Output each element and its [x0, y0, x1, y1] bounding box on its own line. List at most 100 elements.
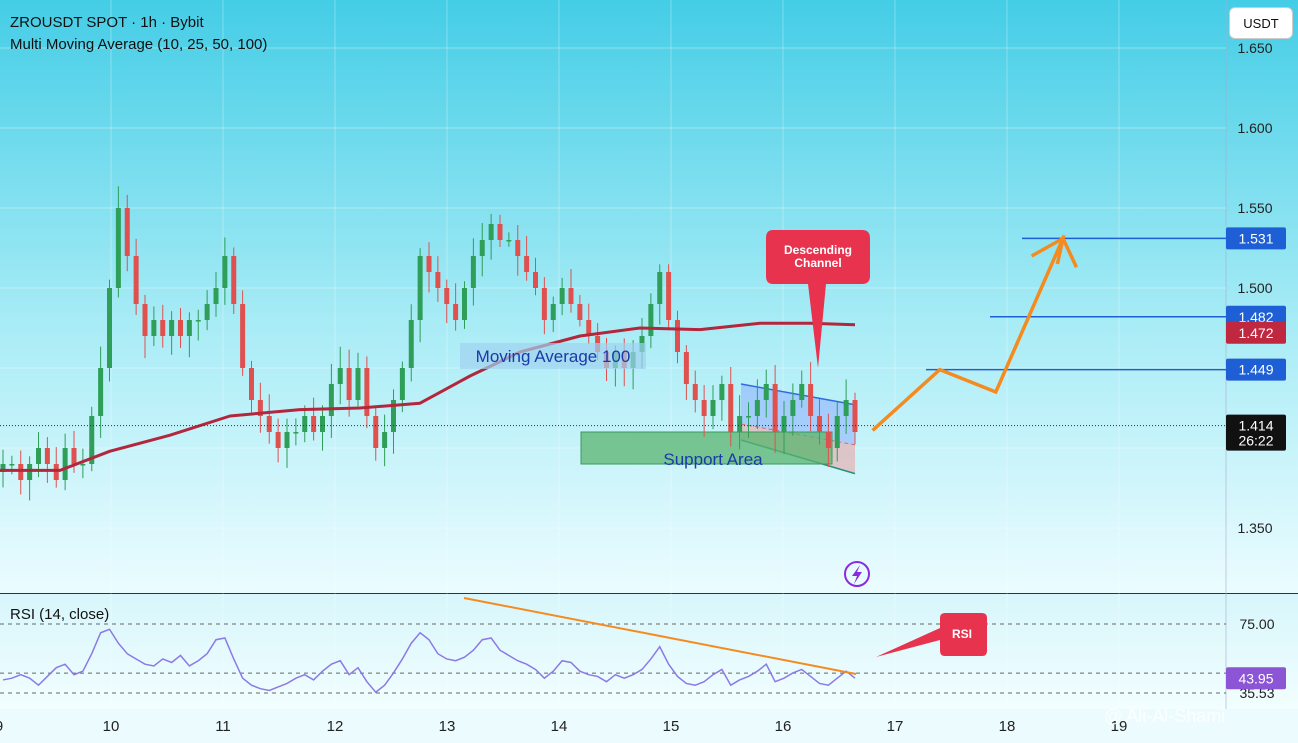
price-badge: [1226, 358, 1286, 381]
arrow-head: [1030, 234, 1066, 265]
lightning-icon[interactable]: [844, 561, 870, 587]
price-badge: [1226, 227, 1286, 250]
candle-up: [843, 400, 849, 416]
time-tick-label: 9: [0, 718, 3, 735]
rsi-badge-value: 43.95: [1238, 670, 1273, 686]
watermark: @ Ali-Al-Shami: [1104, 706, 1226, 726]
candle-up: [195, 320, 201, 322]
candle-up: [98, 368, 104, 416]
candle-up: [506, 240, 512, 242]
ma-label: Moving Average 100: [476, 347, 631, 366]
candle-up: [293, 432, 299, 434]
candle-down: [160, 320, 166, 336]
candle-down: [231, 256, 237, 304]
candle-down: [825, 432, 831, 448]
rsi-line: [2, 628, 856, 694]
candle-down: [426, 256, 432, 272]
time-tick-label: 19: [1111, 718, 1128, 735]
candle-up: [781, 416, 787, 432]
rsi-pane-background: [0, 594, 1298, 709]
candle-down: [586, 320, 592, 336]
candle-up: [80, 464, 86, 466]
candle-down: [568, 288, 574, 304]
candle-down: [124, 208, 130, 256]
candle-down: [701, 400, 707, 416]
price-tick-label: 1.350: [1237, 520, 1272, 536]
candle-down: [808, 384, 814, 416]
rsi-title: RSI (14, close): [10, 606, 110, 623]
candle-down: [71, 448, 77, 464]
candle-down: [852, 400, 858, 432]
price-badge-value: 1.472: [1238, 325, 1273, 341]
candle-up: [302, 416, 308, 432]
candle-up: [763, 384, 769, 400]
candle-up: [746, 416, 751, 418]
candle-down: [533, 272, 538, 288]
candle-up: [479, 240, 485, 256]
candle-down: [346, 368, 352, 400]
time-tick-label: 10: [103, 718, 120, 735]
candle-down: [577, 304, 583, 320]
candle-up: [204, 304, 210, 320]
candle-up: [337, 368, 343, 384]
rsi-badge: [1226, 667, 1286, 690]
candle-up: [462, 288, 467, 320]
rsi-layer: RSI: [0, 597, 1226, 694]
candle-down: [541, 288, 547, 320]
rsi-tick-label: 75.00: [1239, 616, 1274, 632]
candle-down: [311, 416, 317, 432]
time-tick-label: 18: [999, 718, 1016, 735]
channel-callout-text-2: Channel: [794, 256, 841, 270]
candle-down: [44, 448, 50, 464]
candle-down: [364, 368, 370, 416]
candle-down: [133, 256, 139, 304]
time-tick-label: 17: [887, 718, 904, 735]
candle-up: [107, 288, 112, 368]
channel-callout-text-1: Descending: [784, 243, 852, 257]
zones-layer: [580, 383, 856, 475]
candle-up: [391, 400, 396, 432]
price-badge-value: 1.482: [1238, 309, 1273, 325]
candle-up: [799, 384, 805, 400]
candle-down: [142, 304, 148, 336]
candle-up: [417, 256, 423, 320]
symbol-title: ZROUSDT SPOT · 1h · Bybit: [10, 14, 204, 31]
candle-down: [266, 416, 272, 432]
axes-layer: 1.6501.6001.5501.5001.35075.0046.8935.53…: [0, 40, 1275, 735]
support-zone: [580, 431, 833, 465]
candle-up: [27, 464, 33, 480]
time-tick-label: 16: [775, 718, 792, 735]
candle-down: [444, 288, 450, 304]
candle-down: [249, 368, 254, 400]
candle-down: [675, 320, 680, 352]
candle-up: [186, 320, 192, 336]
candle-down: [497, 224, 503, 240]
main-pane-background: [0, 0, 1298, 593]
candle-up: [559, 288, 565, 304]
candle-up: [470, 256, 476, 288]
annotations-layer: Moving Average 100 Support Area Descending…: [0, 230, 1226, 469]
candle-up: [284, 432, 290, 448]
candle-down: [772, 384, 778, 432]
candle-down: [178, 320, 183, 336]
candle-up: [222, 256, 228, 288]
rsi-trendline: [463, 597, 857, 675]
candle-down: [373, 416, 379, 448]
price-tick-label: 1.650: [1237, 40, 1272, 56]
support-label: Support Area: [663, 450, 763, 469]
candle-down: [817, 416, 822, 432]
candle-up: [754, 400, 760, 416]
candle-down: [18, 464, 24, 480]
candle-up: [834, 416, 840, 448]
candle-up: [710, 400, 716, 416]
price-tick-label: 1.500: [1237, 280, 1272, 296]
candle-up: [169, 320, 175, 336]
candle-up: [737, 416, 743, 432]
indicator-title: Multi Moving Average (10, 25, 50, 100): [10, 36, 268, 53]
currency-button[interactable]: USDT: [1229, 7, 1293, 39]
candle-up: [0, 464, 6, 472]
price-badge-value: 1.531: [1238, 230, 1273, 246]
price-badge-value: 1.414: [1238, 418, 1273, 434]
